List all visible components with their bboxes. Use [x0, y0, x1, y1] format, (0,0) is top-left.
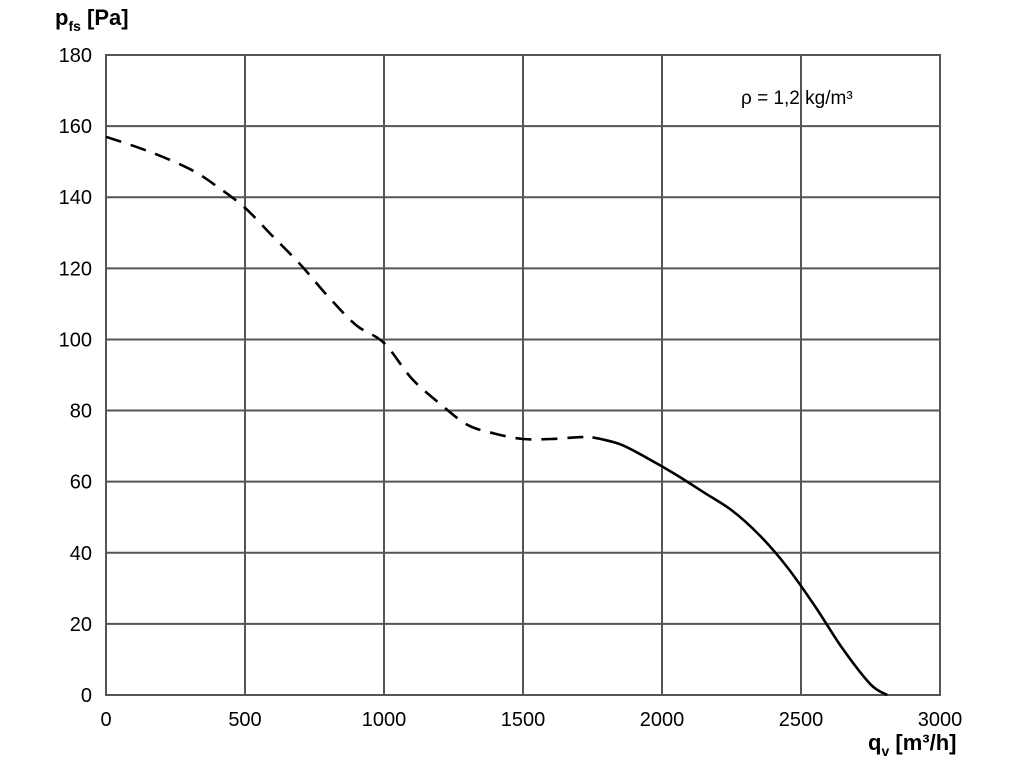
y-tick-label: 120	[59, 258, 92, 280]
x-tick-label: 1500	[501, 709, 546, 731]
x-axis-title: qv [m³/h]	[868, 730, 956, 759]
curve-dashed-series	[105, 135, 593, 441]
y-axis-title: pfs [Pa]	[55, 5, 129, 34]
x-tick-label: 0	[100, 709, 111, 731]
plot-frame	[105, 54, 941, 696]
x-tick-label: 2000	[640, 709, 685, 731]
chart-grid	[105, 54, 941, 696]
chart-curves	[105, 135, 888, 697]
y-tick-label: 160	[59, 116, 92, 138]
y-tick-label: 40	[70, 543, 92, 565]
y-axis-title-sub: fs	[68, 18, 81, 34]
x-axis-title-unit: [m³/h]	[889, 730, 956, 755]
y-tick-labels: 0 20 40 60 80 100 120 140 160 180	[59, 45, 92, 707]
x-tick-label: 2500	[779, 709, 824, 731]
y-tick-label: 80	[70, 401, 92, 423]
curve-solid-series	[592, 435, 888, 697]
x-tick-label: 1000	[362, 709, 407, 731]
density-annotation: ρ = 1,2 kg/m³	[741, 88, 853, 109]
y-axis-title-main: p	[55, 5, 68, 30]
x-tick-label: 3000	[918, 709, 963, 731]
y-tick-label: 180	[59, 45, 92, 67]
y-tick-label: 100	[59, 329, 92, 351]
y-tick-label: 60	[70, 472, 92, 494]
y-tick-label: 140	[59, 187, 92, 209]
x-axis-title-sub: v	[881, 743, 889, 759]
y-tick-label: 20	[70, 614, 92, 636]
x-axis-title-main: q	[868, 730, 881, 755]
x-tick-label: 500	[228, 709, 261, 731]
y-axis-title-unit: [Pa]	[81, 5, 129, 30]
y-tick-label: 0	[81, 685, 92, 707]
x-tick-labels: 0 500 1000 1500 2000 2500 3000	[100, 709, 962, 731]
